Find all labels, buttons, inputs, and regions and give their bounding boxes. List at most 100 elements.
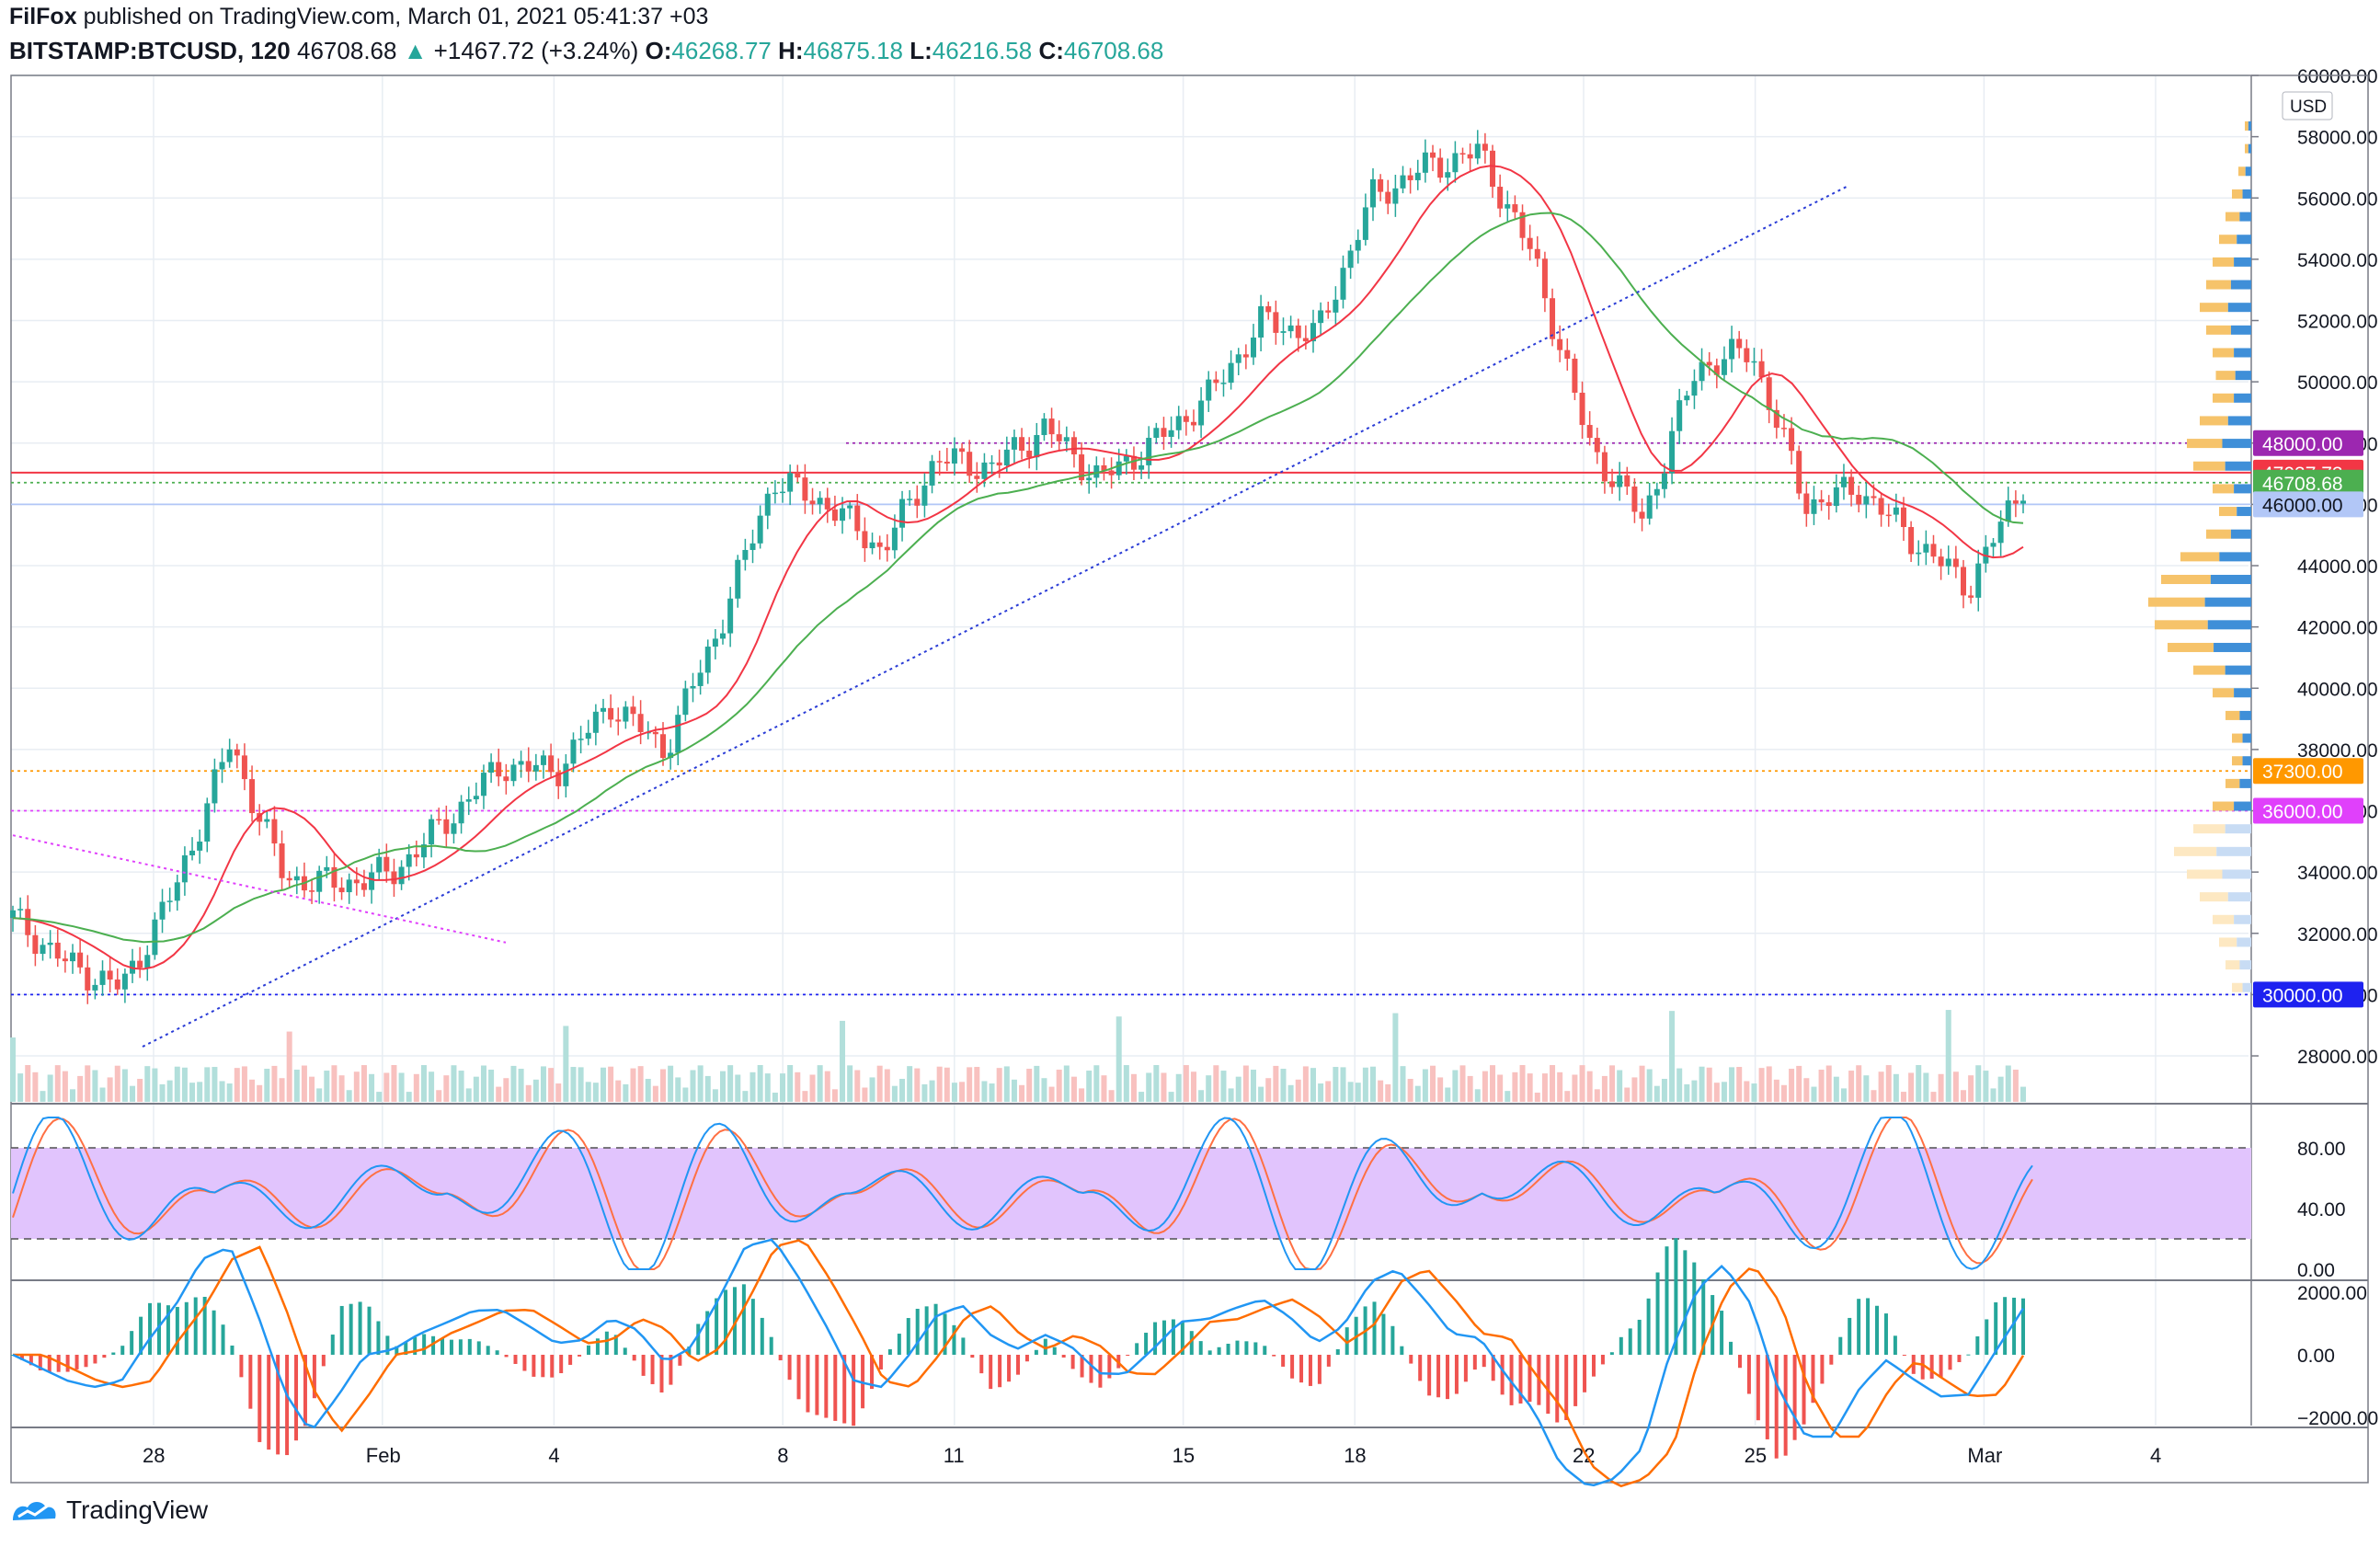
volume-bar <box>451 1065 457 1102</box>
candle-body <box>697 672 704 686</box>
macd-histogram-bar <box>422 1334 427 1355</box>
volume-bar <box>1923 1072 1929 1102</box>
volume-bar <box>62 1071 68 1102</box>
volume-bar <box>331 1065 338 1102</box>
macd-histogram-bar <box>303 1355 307 1427</box>
candle-body <box>862 531 868 549</box>
volume-bar <box>301 1065 307 1102</box>
candle-body <box>1885 514 1892 517</box>
time-axis-label: 11 <box>944 1444 965 1467</box>
volume-profile-bar <box>2161 575 2211 585</box>
candle-body <box>1108 470 1115 476</box>
macd-histogram-bar <box>578 1355 582 1357</box>
macd-histogram-bar <box>750 1299 755 1355</box>
macd-histogram-bar <box>395 1346 399 1355</box>
volume-profile-bar <box>2148 597 2205 607</box>
volume-bar <box>2012 1069 2019 1102</box>
volume-profile-bar <box>2248 120 2251 131</box>
volume-bar <box>241 1066 247 1102</box>
candle-body <box>690 685 696 689</box>
volume-bar <box>869 1077 875 1102</box>
macd-histogram-bar <box>669 1355 673 1385</box>
candle-body <box>907 498 913 500</box>
macd-histogram-bar <box>458 1339 463 1355</box>
candle-body <box>144 955 151 968</box>
volume-bar <box>1871 1090 1877 1102</box>
macd-histogram-bar <box>933 1303 938 1355</box>
macd-histogram-bar <box>1089 1355 1093 1383</box>
candle-body <box>1586 425 1593 439</box>
macd-histogram-bar <box>1180 1321 1184 1355</box>
volume-bar <box>585 1082 591 1102</box>
volume-bar <box>226 1083 233 1102</box>
macd-histogram-bar <box>1034 1349 1038 1355</box>
candle-body <box>1527 237 1533 249</box>
macd-histogram-bar <box>1902 1355 1906 1356</box>
volume-bar <box>1586 1071 1593 1102</box>
volume-bar <box>1430 1065 1436 1102</box>
candle-body <box>967 452 973 476</box>
macd-histogram-bar <box>1308 1355 1312 1386</box>
volume-bar <box>121 1069 128 1102</box>
candle-body <box>92 984 98 991</box>
volume-bar <box>712 1089 718 1102</box>
macd-histogram-bar <box>1802 1355 1806 1425</box>
macd-histogram-bar <box>1427 1355 1432 1396</box>
volume-bar <box>1736 1067 1743 1102</box>
volume-bar <box>1146 1072 1152 1102</box>
candle-body <box>929 461 935 486</box>
price-label-tag <box>2253 430 2363 456</box>
volume-bar <box>1370 1066 1377 1102</box>
candle-body <box>831 509 838 521</box>
macd-histogram-bar <box>166 1305 170 1355</box>
volume-bar <box>1123 1065 1129 1102</box>
macd-histogram-bar <box>1655 1272 1660 1355</box>
price-tick-label: 54000.00 <box>2297 250 2378 271</box>
footer-brand[interactable]: TradingView <box>66 1495 209 1524</box>
volume-bar <box>1161 1072 1167 1102</box>
stoch-k-line <box>12 1117 2033 1270</box>
volume-bar <box>555 1083 562 1102</box>
volume-bar <box>749 1071 756 1102</box>
volume-bar <box>1594 1089 1600 1102</box>
volume-bar <box>271 1065 278 1102</box>
volume-profile-bar <box>2232 756 2243 766</box>
macd-histogram-bar <box>1729 1341 1734 1355</box>
macd-histogram-bar <box>1217 1346 1221 1355</box>
volume-profile-bar <box>2234 688 2251 698</box>
macd-histogram-bar <box>495 1350 499 1355</box>
macd-histogram-bar <box>1043 1338 1047 1355</box>
chart-canvas[interactable]: 60000.00 58000.00 56000.00 54000.00 52000.00… <box>0 0 2380 1490</box>
volume-bar <box>1003 1066 1010 1102</box>
symbol-label[interactable]: BITSTAMP:BTCUSD, 120 <box>9 37 291 64</box>
macd-histogram-bar <box>38 1355 42 1370</box>
macd-histogram-bar <box>321 1355 326 1367</box>
volume-bar <box>166 1080 173 1102</box>
macd-histogram-bar <box>312 1355 316 1399</box>
candle-body <box>1617 475 1623 487</box>
volume-bar <box>1139 1092 1145 1102</box>
macd-histogram-bar <box>1144 1333 1149 1355</box>
macd-histogram-bar <box>604 1331 609 1355</box>
macd-histogram-bar <box>1838 1336 1843 1355</box>
macd-histogram-bar <box>1820 1355 1825 1384</box>
volume-bar <box>1347 1082 1354 1102</box>
volume-bar <box>1273 1065 1279 1102</box>
volume-bar <box>1893 1073 1899 1102</box>
macd-histogram-bar <box>1253 1342 1258 1355</box>
volume-bar <box>137 1078 143 1102</box>
candle-body <box>1474 143 1481 159</box>
volume-bar <box>2005 1065 2011 1102</box>
candle-body <box>1295 325 1301 338</box>
volume-bar <box>443 1075 450 1102</box>
author-name[interactable]: FilFox <box>9 4 77 29</box>
candle-body <box>413 854 419 858</box>
candle-body <box>608 707 614 720</box>
candle-body <box>376 856 383 873</box>
candle-body <box>1840 476 1847 487</box>
macd-histogram-bar <box>1628 1328 1632 1355</box>
candle-body <box>630 706 636 715</box>
volume-bar <box>645 1079 651 1102</box>
candle-body <box>1744 348 1750 362</box>
volume-bar <box>1235 1076 1241 1102</box>
